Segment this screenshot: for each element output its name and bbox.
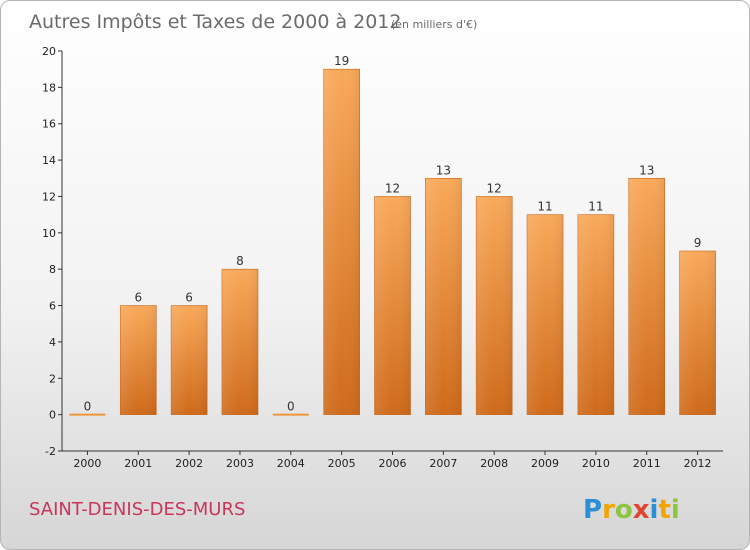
x-tick-label: 2001 xyxy=(124,457,152,470)
x-tick-label: 2003 xyxy=(226,457,254,470)
x-tick-label: 2006 xyxy=(379,457,407,470)
logo-letter: t xyxy=(658,495,670,525)
bar-shine xyxy=(425,178,462,415)
bar-shine xyxy=(577,214,614,415)
bar-value-label: 6 xyxy=(185,291,193,305)
x-tick-label: 2002 xyxy=(175,457,203,470)
chart-title: Autres Impôts et Taxes de 2000 à 2012 xyxy=(29,11,402,33)
y-tick-label: 14 xyxy=(42,154,56,167)
bar-value-label: 19 xyxy=(334,54,349,68)
bar-shine xyxy=(323,69,360,415)
y-tick-label: 16 xyxy=(42,118,56,131)
x-tick-label: 2010 xyxy=(582,457,610,470)
y-tick-label: -2 xyxy=(45,445,56,458)
bar-value-label: 11 xyxy=(588,200,603,214)
y-tick-label: 6 xyxy=(49,300,56,313)
bar-shine xyxy=(679,251,716,415)
bar-value-label: 13 xyxy=(639,163,654,177)
bar-value-label: 11 xyxy=(537,200,552,214)
logo-letter: P xyxy=(583,495,602,525)
bar-shine xyxy=(628,178,665,415)
y-tick-label: 20 xyxy=(42,45,56,58)
bar-value-label: 0 xyxy=(287,400,295,414)
bar-value-label: 9 xyxy=(694,236,702,250)
x-tick-label: 2009 xyxy=(531,457,559,470)
location-name: SAINT-DENIS-DES-MURS xyxy=(29,499,245,520)
bar xyxy=(272,413,309,416)
x-tick-label: 2005 xyxy=(328,457,356,470)
bar-shine xyxy=(221,269,258,415)
bar-value-label: 12 xyxy=(487,181,502,195)
bar xyxy=(69,413,106,416)
logo-letter: i xyxy=(650,495,659,525)
logo-letter: x xyxy=(633,495,650,525)
x-tick-label: 2007 xyxy=(429,457,457,470)
y-tick-label: 18 xyxy=(42,81,56,94)
y-tick-label: 8 xyxy=(49,263,56,276)
bar-value-label: 6 xyxy=(134,291,142,305)
x-tick-label: 2011 xyxy=(633,457,661,470)
bar-value-label: 0 xyxy=(84,400,92,414)
chart-subtitle: (en milliers d'€) xyxy=(391,18,477,31)
y-tick-label: 10 xyxy=(42,227,56,240)
y-tick-label: 2 xyxy=(49,372,56,385)
bar-shine xyxy=(527,214,564,415)
bar-value-label: 13 xyxy=(436,163,451,177)
x-tick-label: 2008 xyxy=(480,457,508,470)
bar-shine xyxy=(171,305,208,415)
y-tick-label: 0 xyxy=(49,409,56,422)
bar-shine xyxy=(476,196,513,415)
y-tick-label: 12 xyxy=(42,190,56,203)
x-tick-label: 2000 xyxy=(73,457,101,470)
bar-shine xyxy=(374,196,411,415)
bar-shine xyxy=(120,305,157,415)
y-tick-label: 4 xyxy=(49,336,56,349)
logo-letter: r xyxy=(602,495,615,525)
bar-value-label: 12 xyxy=(385,181,400,195)
x-tick-label: 2012 xyxy=(684,457,712,470)
logo-letter: o xyxy=(615,495,633,525)
logo-letter: i xyxy=(671,495,680,525)
proxiti-logo: Proxiti xyxy=(583,495,680,525)
bar-value-label: 8 xyxy=(236,254,244,268)
x-tick-label: 2004 xyxy=(277,457,305,470)
